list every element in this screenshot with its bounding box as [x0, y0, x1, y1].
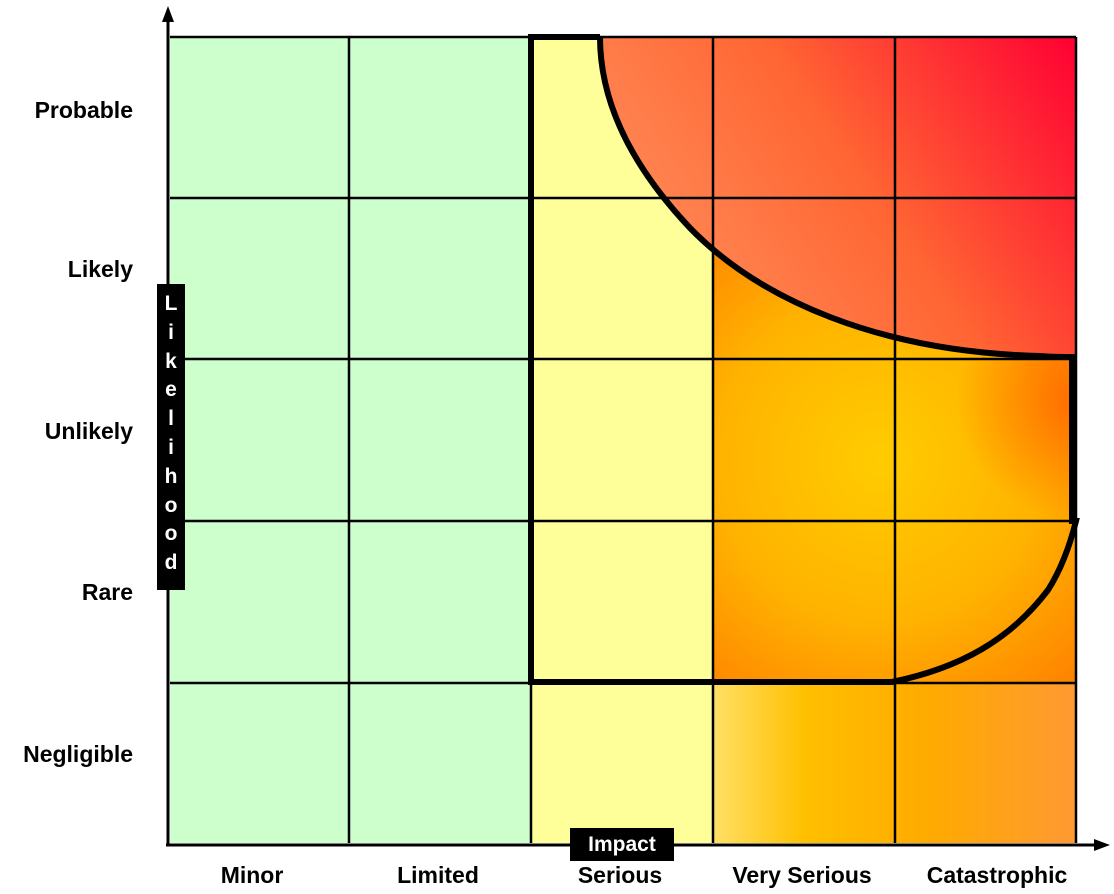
row-label-unlikely: Unlikely — [44, 418, 133, 444]
row-label-probable: Probable — [34, 97, 133, 123]
tolerance-boundary — [528, 34, 1080, 685]
row-label-likely: Likely — [67, 256, 133, 282]
col-label-catastrophic: Catastrophic — [926, 862, 1068, 888]
row-label-negligible: Negligible — [23, 741, 133, 767]
col-label-limited: Limited — [397, 862, 479, 888]
col-label-very-serious: Very Serious — [732, 862, 872, 888]
col-label-minor: Minor — [220, 862, 284, 888]
low-risk-zone — [170, 37, 531, 843]
row-label-rare: Rare — [81, 579, 133, 605]
x-axis-title: Impact — [570, 828, 674, 861]
col-label-serious: Serious — [577, 862, 663, 888]
